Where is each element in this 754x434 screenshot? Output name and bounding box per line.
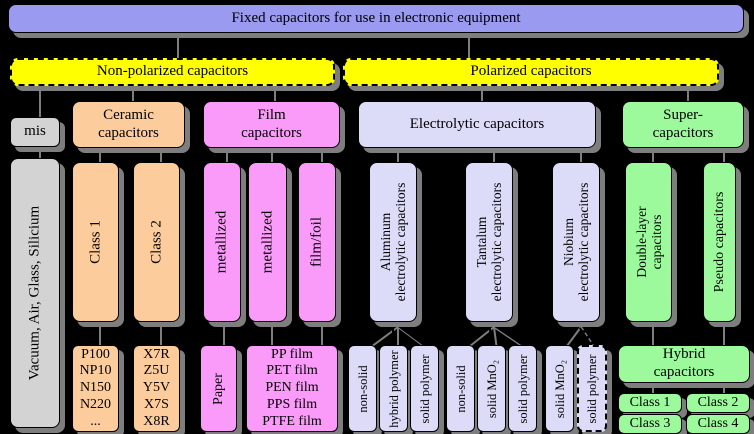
header-supercapacitors: Super- capacitors <box>622 101 744 148</box>
header-electrolytic: Electrolytic capacitors <box>358 101 596 148</box>
supercap-class4-label: Class 4 <box>697 415 739 431</box>
group-polarized-label: Polarized capacitors <box>470 63 592 80</box>
film-metallized2-box: metallized <box>248 162 287 322</box>
header-electrolytic-label: Electrolytic capacitors <box>409 115 545 132</box>
film-foil-label: film/foil <box>308 217 325 267</box>
double-layer-box: Double-layer capacitors <box>625 162 672 322</box>
film-types-list: PP film PET film PEN film PPS film PTFE … <box>262 346 322 429</box>
supercap-class3-box: Class 3 <box>618 414 682 434</box>
supercap-class1-box: Class 1 <box>618 393 682 413</box>
ceramic-class1-label: Class 1 <box>87 220 104 264</box>
header-misc-label: mis <box>24 123 46 140</box>
film-foil-box: film/foil <box>298 162 336 322</box>
tantalum-solid-mno2-box: solid MnO₂ <box>477 345 506 432</box>
header-misc: mis <box>10 117 60 147</box>
niobium-electrolytic-label: Niobium electrolytic capacitors <box>560 182 591 302</box>
ceramic-class2-label: Class 2 <box>148 220 165 264</box>
tantalum-electrolytic-box: Tantalum electrolytic capacitors <box>465 162 513 322</box>
tantalum-solid-mno2-label: solid MnO₂ <box>484 359 499 418</box>
niobium-solid-mno2-box: solid MnO₂ <box>545 345 574 432</box>
diagram-title: Fixed capacitors for use in electronic e… <box>231 9 521 26</box>
niobium-electrolytic-box: Niobium electrolytic capacitors <box>552 162 600 322</box>
niobium-solid-polymer-box: solid polymer <box>577 345 607 432</box>
film-metallized1-box: metallized <box>203 162 241 322</box>
group-non-polarized: Non-polarized capacitors <box>10 58 335 86</box>
ceramic-class2-items: X7R Z5U Y5V X7S X8R <box>142 346 171 429</box>
tantalum-electrolytic-label: Tantalum electrolytic capacitors <box>473 182 504 302</box>
group-polarized: Polarized capacitors <box>343 58 719 86</box>
header-film-label: Film capacitors <box>241 106 302 141</box>
aluminum-electrolytic-label: Aluminum electrolytic capacitors <box>377 182 408 302</box>
aluminum-hybrid-polymer-box: hybrid polymer <box>379 345 408 432</box>
pseudo-capacitors-box: Pseudo capacitors <box>703 162 736 322</box>
aluminum-non-solid-label: non-solid <box>355 364 370 413</box>
title-box: Fixed capacitors for use in electronic e… <box>8 4 744 33</box>
double-layer-label: Double-layer capacitors <box>633 206 664 278</box>
aluminum-electrolytic-box: Aluminum electrolytic capacitors <box>369 162 417 322</box>
film-metallized1-label: metallized <box>213 210 230 274</box>
misc-types-box: Vacuum, Air, Glass, Silicium <box>10 158 60 428</box>
aluminum-solid-polymer-box: solid polymer <box>410 345 439 432</box>
supercap-class2-box: Class 2 <box>686 393 750 413</box>
niobium-solid-polymer-label: solid polymer <box>585 353 599 424</box>
supercap-class3-label: Class 3 <box>629 415 671 431</box>
ceramic-class1-box: Class 1 <box>72 162 119 322</box>
ceramic-class1-items: P100 NP10 N150 N220 ... <box>79 346 112 429</box>
header-supercapacitors-label: Super- capacitors <box>652 106 714 141</box>
tantalum-non-solid-box: non-solid <box>446 345 475 432</box>
supercap-class1-label: Class 1 <box>629 394 671 410</box>
header-ceramic-label: Ceramic capacitors <box>98 106 159 141</box>
aluminum-solid-polymer-label: solid polymer <box>417 353 432 424</box>
ceramic-class2-box: Class 2 <box>133 162 180 322</box>
supercap-class2-label: Class 2 <box>697 394 739 410</box>
tantalum-solid-polymer-label: solid polymer <box>515 353 530 424</box>
supercap-class4-box: Class 4 <box>686 414 750 434</box>
film-paper-box: Paper <box>200 345 237 432</box>
niobium-solid-mno2-label: solid MnO₂ <box>552 359 567 418</box>
group-non-polarized-label: Non-polarized capacitors <box>96 63 249 80</box>
tantalum-solid-polymer-box: solid polymer <box>508 345 537 432</box>
film-paper-label: Paper <box>210 372 226 405</box>
ceramic-class1-items-box: P100 NP10 N150 N220 ... <box>72 345 119 432</box>
ceramic-class2-items-box: X7R Z5U Y5V X7S X8R <box>133 345 180 432</box>
hybrid-capacitors-box: Hybrid capacitors <box>618 345 750 383</box>
film-metallized2-label: metallized <box>259 210 276 274</box>
film-types-box: PP film PET film PEN film PPS film PTFE … <box>246 345 338 432</box>
aluminum-non-solid-box: non-solid <box>348 345 377 432</box>
aluminum-hybrid-polymer-label: hybrid polymer <box>386 349 401 428</box>
hybrid-capacitors-label: Hybrid capacitors <box>653 346 715 380</box>
pseudo-capacitors-label: Pseudo capacitors <box>711 191 727 293</box>
tantalum-non-solid-label: non-solid <box>453 364 468 413</box>
header-ceramic: Ceramic capacitors <box>72 101 185 148</box>
misc-types-label: Vacuum, Air, Glass, Silicium <box>26 205 43 381</box>
header-film: Film capacitors <box>203 101 340 148</box>
